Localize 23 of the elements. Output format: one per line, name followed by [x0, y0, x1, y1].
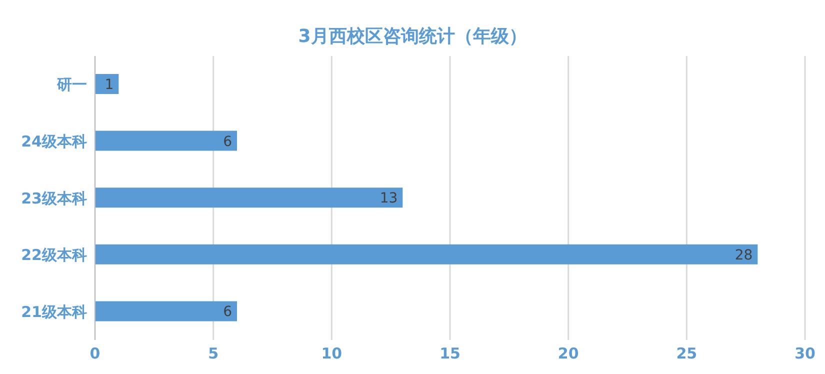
bar: [95, 301, 237, 322]
x-tick-label: 0: [90, 344, 100, 363]
y-tick-label: 24级本科: [21, 132, 87, 151]
y-tick-label: 21级本科: [21, 302, 87, 321]
bar: [95, 244, 758, 264]
bar: [95, 130, 237, 151]
data-label: 6: [223, 304, 232, 320]
x-tick-label: 15: [440, 344, 460, 363]
y-tick-label: 23级本科: [21, 189, 87, 208]
x-tick-label: 30: [794, 344, 816, 363]
bar: [95, 74, 119, 94]
bar: [95, 188, 403, 208]
y-tick-label: 研一: [56, 76, 87, 94]
x-tick-label: 10: [321, 344, 342, 363]
x-tick-label: 5: [208, 344, 219, 363]
data-label: 6: [223, 134, 232, 150]
x-tick-label: 25: [676, 344, 698, 363]
data-label: 1: [104, 76, 114, 93]
y-tick-label: 22级本科: [21, 246, 87, 264]
x-tick-label: 20: [558, 344, 579, 363]
data-label: 28: [734, 247, 753, 264]
chart-title: 3月西校区咨询统计（年级）: [297, 25, 528, 48]
data-label: 13: [380, 190, 398, 207]
